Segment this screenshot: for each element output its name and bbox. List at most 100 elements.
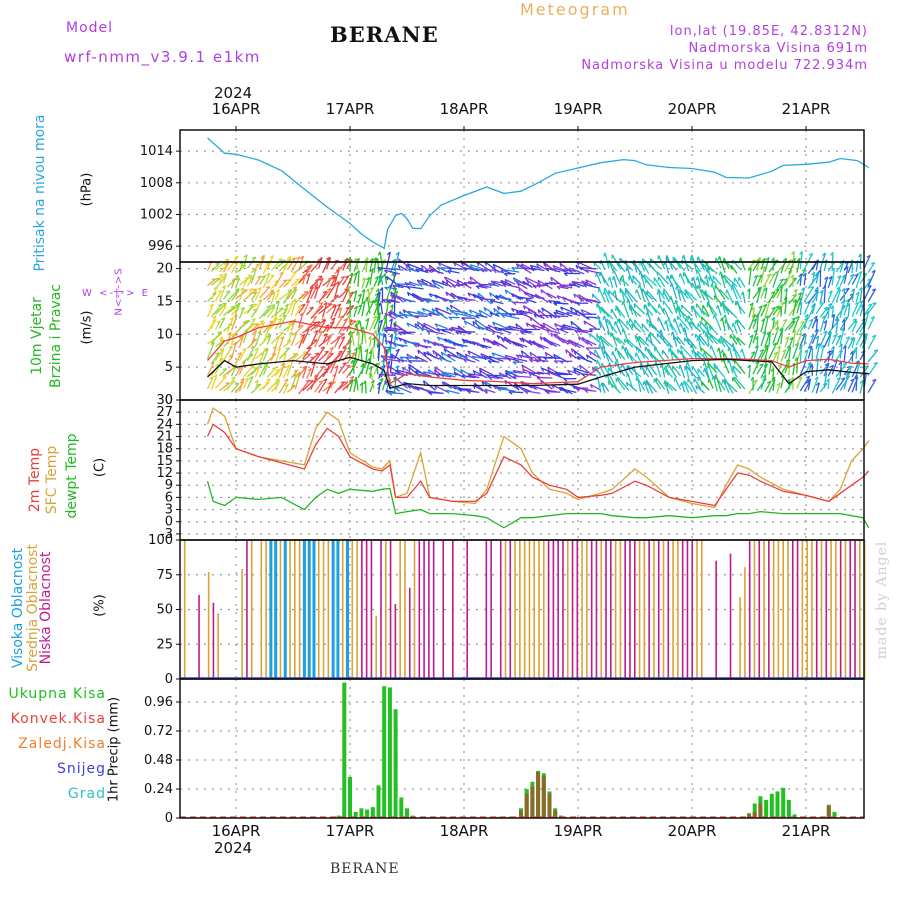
wind-arrow-head bbox=[639, 362, 642, 367]
wind-gust-line bbox=[207, 320, 869, 385]
wind-arrow bbox=[262, 272, 271, 289]
wind-arrow bbox=[242, 276, 249, 288]
wind-arrow-head bbox=[280, 336, 285, 340]
wind-arrow bbox=[230, 261, 239, 274]
wind-arrow-head bbox=[581, 373, 586, 378]
wind-arrow-head bbox=[553, 267, 557, 272]
wind-arrow-head bbox=[215, 262, 220, 265]
wind-arrow bbox=[530, 264, 541, 269]
wind-arrow-head bbox=[841, 274, 846, 278]
wind-arrow bbox=[563, 269, 577, 272]
wind-arrow-head bbox=[292, 286, 297, 290]
wind-arrow bbox=[502, 283, 520, 289]
wind-arrow-head bbox=[519, 337, 523, 342]
wind-arrow-head bbox=[530, 294, 535, 299]
wind-arrow-head bbox=[296, 371, 301, 376]
wind-arrow-head bbox=[711, 375, 715, 380]
wind-arrow-head bbox=[240, 287, 245, 291]
wind-arrow-head bbox=[809, 364, 813, 369]
wind-arrow-head bbox=[755, 313, 759, 318]
wind-arrow bbox=[511, 267, 524, 270]
wind-arrow-head bbox=[700, 382, 703, 387]
wind-arrow bbox=[617, 261, 626, 273]
wind-arrow-head bbox=[414, 355, 418, 360]
wind-arrow bbox=[796, 376, 803, 389]
wind-arrow bbox=[602, 345, 610, 362]
wind-arrow bbox=[784, 269, 793, 287]
wind-arrow-head bbox=[591, 293, 594, 298]
wind-arrow-head bbox=[558, 386, 562, 392]
wind-arrow-head bbox=[301, 303, 306, 307]
wind-arrow-head bbox=[867, 278, 872, 282]
wind-arrow-head bbox=[528, 372, 532, 377]
wind-arrow bbox=[536, 371, 549, 375]
wind-arrow bbox=[274, 379, 281, 391]
wind-arrow-head bbox=[406, 286, 411, 290]
precip-total-bar bbox=[382, 686, 387, 818]
wind-arrow-head bbox=[645, 311, 649, 316]
wind-arrow-head bbox=[756, 256, 761, 261]
wind-arrow-head bbox=[291, 257, 296, 260]
wind-arrow bbox=[290, 332, 298, 347]
wind-arrow bbox=[456, 279, 472, 289]
wind-arrow bbox=[815, 271, 820, 284]
wind-arrow-head bbox=[578, 266, 583, 271]
wind-arrow-head bbox=[681, 254, 685, 260]
wind-arrow bbox=[452, 342, 468, 348]
wind-arrow bbox=[334, 352, 343, 362]
wind-arrow-head bbox=[216, 320, 221, 324]
wind-arrow bbox=[718, 347, 722, 359]
date-tick-top: 16APR bbox=[212, 100, 261, 118]
wind-arrow bbox=[823, 372, 828, 389]
wind-arrow bbox=[863, 311, 870, 329]
wind-arrow bbox=[314, 286, 320, 299]
wind-arrow bbox=[290, 369, 299, 379]
wind-arrow-head bbox=[254, 323, 259, 325]
wind-arrow-head bbox=[767, 331, 771, 336]
wind-arrow bbox=[552, 264, 565, 271]
wind-arrow-head bbox=[468, 309, 473, 314]
wind-arrow bbox=[517, 282, 528, 290]
wind-arrow-head bbox=[783, 278, 789, 281]
wind-arrow-head bbox=[612, 290, 616, 295]
wind-arrow bbox=[369, 336, 372, 347]
wind-arrow bbox=[574, 329, 589, 334]
wind-arrow-head bbox=[547, 340, 551, 345]
wind-arrow bbox=[346, 259, 353, 270]
wind-arrow bbox=[376, 299, 379, 315]
wind-arrow-head bbox=[638, 270, 642, 276]
wind-arrow-head bbox=[722, 257, 725, 262]
wind-arrow bbox=[258, 305, 272, 320]
wind-arrow bbox=[523, 267, 537, 271]
wind-arrow bbox=[361, 277, 367, 289]
wind-arrow-head bbox=[506, 371, 511, 375]
wind-arrow bbox=[306, 306, 314, 316]
wind-arrow-head bbox=[727, 347, 731, 352]
wind-arrow-head bbox=[359, 382, 363, 387]
wind-arrow-head bbox=[512, 357, 517, 362]
wind-arrow bbox=[752, 329, 758, 344]
wind-arrow-head bbox=[512, 277, 516, 282]
wind-arrow-head bbox=[338, 307, 342, 311]
wind-arrow-head bbox=[261, 275, 266, 278]
wind-arrow bbox=[606, 318, 618, 334]
wind-arrow bbox=[242, 364, 255, 378]
wind-arrow bbox=[608, 289, 622, 303]
wind-arrow bbox=[511, 293, 524, 300]
wind-arrow-head bbox=[249, 303, 254, 307]
wind-arrow-head bbox=[325, 324, 330, 327]
wind-arrow-head bbox=[515, 385, 519, 390]
wind-arrow-head bbox=[340, 336, 346, 340]
wind-arrow-head bbox=[870, 316, 875, 320]
wind-arrow-head bbox=[478, 367, 482, 372]
wind-arrow bbox=[384, 273, 388, 285]
wind-arrow-head bbox=[318, 275, 323, 278]
wind-arrow-head bbox=[392, 268, 397, 272]
wind-arrow-head bbox=[522, 280, 526, 286]
wind-arrow bbox=[788, 337, 794, 349]
wind-arrow bbox=[546, 390, 561, 393]
wind-arrow-head bbox=[559, 284, 564, 288]
wind-arrow-head bbox=[624, 347, 627, 352]
wind-arrow-head bbox=[339, 315, 344, 319]
wind-arrow bbox=[377, 344, 381, 362]
